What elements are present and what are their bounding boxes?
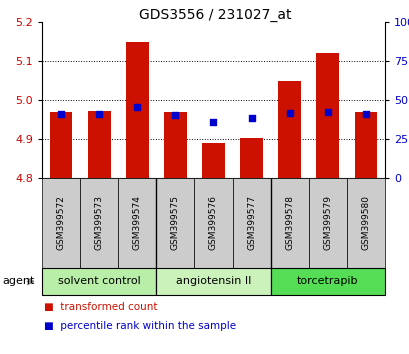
Text: GSM399573: GSM399573 xyxy=(94,195,103,251)
Point xyxy=(210,119,216,125)
Bar xyxy=(278,80,301,178)
Point xyxy=(362,112,369,117)
Text: GSM399572: GSM399572 xyxy=(56,195,65,250)
Bar xyxy=(164,112,187,178)
Text: GSM399580: GSM399580 xyxy=(361,195,370,251)
Text: GSM399576: GSM399576 xyxy=(209,195,218,251)
Text: GSM399578: GSM399578 xyxy=(285,195,294,251)
Text: ■  transformed count: ■ transformed count xyxy=(44,302,157,312)
Text: torcetrapib: torcetrapib xyxy=(297,276,358,286)
Point xyxy=(96,112,102,117)
Bar xyxy=(270,268,384,295)
Bar xyxy=(232,178,270,268)
Bar xyxy=(118,178,156,268)
Point xyxy=(172,112,178,118)
Text: GSM399579: GSM399579 xyxy=(323,195,332,251)
Bar xyxy=(49,112,72,178)
Text: agent: agent xyxy=(2,276,34,286)
Bar xyxy=(202,143,225,178)
Text: solvent control: solvent control xyxy=(58,276,140,286)
Text: GSM399574: GSM399574 xyxy=(133,195,142,250)
Bar xyxy=(88,111,110,178)
Text: angiotensin II: angiotensin II xyxy=(175,276,251,286)
Bar xyxy=(308,178,346,268)
Point xyxy=(58,112,64,117)
Point xyxy=(286,110,292,116)
Bar xyxy=(156,178,194,268)
Point xyxy=(248,115,254,120)
Bar xyxy=(156,268,270,295)
Text: ■  percentile rank within the sample: ■ percentile rank within the sample xyxy=(44,321,236,331)
Bar xyxy=(270,178,308,268)
Bar xyxy=(354,112,376,178)
Text: GSM399577: GSM399577 xyxy=(247,195,256,251)
Bar xyxy=(42,268,156,295)
Text: GSM399575: GSM399575 xyxy=(171,195,180,251)
Bar xyxy=(316,53,338,178)
Bar xyxy=(240,138,263,178)
Bar xyxy=(194,178,232,268)
Text: GDS3556 / 231027_at: GDS3556 / 231027_at xyxy=(138,8,290,22)
Point xyxy=(324,110,330,115)
Bar xyxy=(346,178,384,268)
Bar xyxy=(80,178,118,268)
Bar xyxy=(42,178,80,268)
Bar xyxy=(126,41,148,178)
Point xyxy=(134,104,140,110)
